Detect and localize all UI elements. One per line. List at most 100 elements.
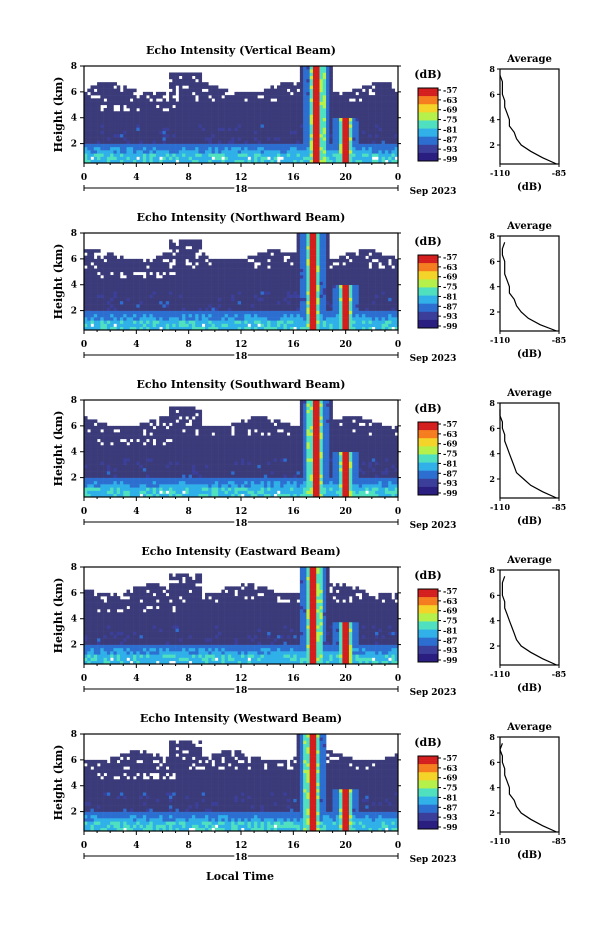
heatmap-cell [260,111,265,115]
heatmap-cell [244,268,248,273]
heatmap-cell [90,275,95,279]
heatmap-cell [100,85,104,89]
heatmap-cell [182,114,186,119]
heatmap-cell [188,140,193,144]
heatmap-cell [123,326,127,331]
heatmap-cell [388,91,392,96]
heatmap-cell [296,233,301,237]
heatmap-cell [172,287,176,292]
heatmap-cell [326,297,330,302]
heatmap-cell [221,124,225,128]
heatmap-cell [362,326,366,331]
heatmap-cell [178,104,183,109]
heatmap-cell [149,268,153,273]
heatmap-cell [175,146,180,151]
heatmap-cell [267,140,271,144]
heatmap-cell [365,310,369,315]
heatmap-cell [146,300,150,305]
heatmap-cell [159,114,163,119]
heatmap-cell [322,307,327,311]
heatmap-cell [211,127,216,131]
heatmap-cell [254,91,258,96]
heatmap-cell [175,75,180,80]
heatmap-cell [90,487,95,491]
heatmap-cell [316,300,320,305]
heatmap-cell [142,313,147,318]
heatmap-cell [218,268,222,273]
heatmap-cell [244,297,248,302]
heatmap-cell [169,326,173,331]
heatmap-cell [335,111,340,115]
heatmap-cell [90,88,95,93]
heatmap-cell [100,438,104,443]
heatmap-cell [211,262,216,266]
heatmap-cell [159,294,163,298]
heatmap-cell [162,117,167,122]
heatmap-cell [106,480,111,485]
heatmap-cell [342,95,346,99]
heatmap-cell [87,159,91,164]
heatmap-cell [87,258,91,263]
heatmap-cell [191,320,196,324]
heatmap-cell [175,317,180,321]
heatmap-cell [303,300,307,305]
heatmap-cell [162,127,167,131]
heatmap-cell [162,278,167,282]
heatmap-cell [188,255,193,260]
heatmap-cell [165,307,170,311]
heatmap-cell [381,91,386,96]
heatmap-cell [110,284,114,289]
heatmap-cell [342,140,346,144]
heatmap-cell [244,294,248,298]
colorbar-swatch [418,102,438,105]
heatmap-cell [201,117,206,122]
heatmap-cell [342,91,346,96]
heatmap-cell [306,156,310,161]
heatmap-cell [358,275,363,279]
heatmap-cell [286,146,291,151]
heatmap-cell [326,69,330,73]
heatmap-cell [303,265,307,269]
heatmap-cell [332,95,337,99]
heatmap-cell [172,310,176,315]
heatmap-cell [394,124,399,128]
heatmap-cell [247,320,252,324]
heatmap-cell [103,474,108,478]
heatmap-cell [142,323,147,328]
heatmap-cell [110,291,114,295]
heatmap-cell [296,255,301,260]
heatmap-cell [339,310,343,315]
heatmap-cell [388,313,392,318]
heatmap-cell [257,143,261,148]
heatmap-cell [139,114,144,119]
heatmap-cell [106,493,111,498]
heatmap-cell [93,320,98,324]
heatmap-cell [280,278,284,282]
heatmap-cell [332,278,337,282]
heatmap-cell [110,484,114,488]
heatmap-cell [133,297,137,302]
heatmap-cell [182,104,186,109]
heatmap-cell [332,143,337,148]
heatmap-cell [322,130,327,135]
heatmap-cell [123,98,127,102]
heatmap-cell [319,82,324,86]
heatmap-cell [119,117,124,122]
heatmap-cell [205,300,209,305]
heatmap-cell [113,146,118,151]
heatmap-cell [306,69,310,73]
heatmap-cell [322,114,327,119]
heatmap-cell [201,320,206,324]
heatmap-cell [110,425,114,430]
heatmap-cell [84,95,88,99]
heatmap-cell [231,124,235,128]
heatmap-cell [322,291,327,295]
heatmap-cell [352,304,356,308]
heatmap-cell [342,268,346,273]
heatmap-cell [286,252,291,256]
heatmap-cell [211,153,216,157]
heatmap-cell [326,75,330,80]
heatmap-cell [182,300,186,305]
heatmap-cell [208,114,212,119]
heatmap-cell [273,130,278,135]
